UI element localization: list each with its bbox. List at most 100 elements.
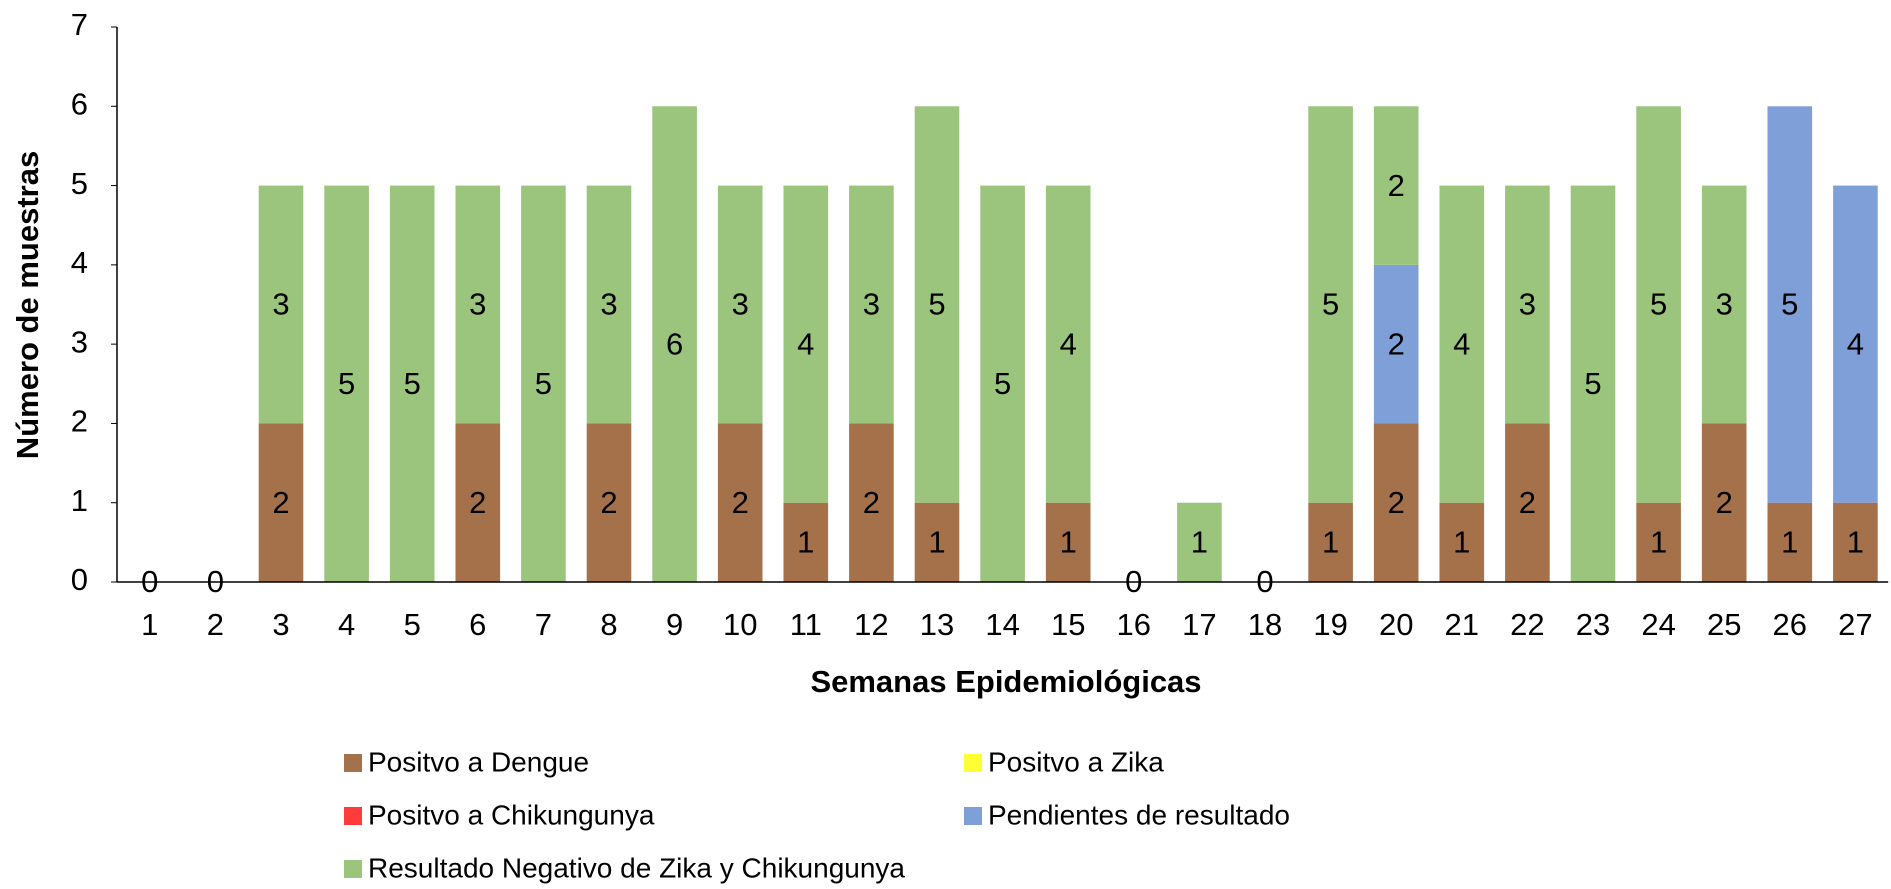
bar-segment xyxy=(586,423,632,582)
x-tick-label: 12 xyxy=(854,607,888,642)
bar-segment xyxy=(324,185,369,583)
data-label: 1 xyxy=(1650,525,1667,560)
bar-segment xyxy=(914,502,960,582)
bar-segment xyxy=(783,185,829,503)
data-label: 1 xyxy=(1060,525,1077,560)
legend: Positvo a Dengue Positvo a Zika Positvo a … xyxy=(344,746,1290,883)
data-label: 5 xyxy=(535,366,552,401)
data-label: 4 xyxy=(1847,326,1864,361)
bar-segment xyxy=(1045,502,1091,582)
data-label: 1 xyxy=(797,525,814,560)
y-tick-label: 7 xyxy=(71,7,88,42)
y-axis-title: Número de muestras xyxy=(10,151,45,459)
x-tick-label: 20 xyxy=(1379,607,1413,642)
bar-segment xyxy=(1505,423,1550,582)
bar-segment xyxy=(586,185,632,424)
bar-segment xyxy=(1767,106,1813,503)
data-label: 5 xyxy=(338,366,355,401)
bar-segment xyxy=(1505,185,1550,424)
data-label: 2 xyxy=(1388,326,1405,361)
data-label: 4 xyxy=(797,326,814,361)
x-tick-label: 19 xyxy=(1313,607,1347,642)
x-tick-label: 25 xyxy=(1707,607,1741,642)
x-tick-label: 4 xyxy=(338,607,355,642)
legend-label: Resultado Negativo de Zika y Chikungunya xyxy=(368,852,905,883)
x-tick-label: 7 xyxy=(535,607,552,642)
bar-segment xyxy=(1439,185,1485,503)
data-label: 5 xyxy=(1650,287,1667,322)
legend-swatch xyxy=(964,807,982,825)
y-tick-label: 1 xyxy=(71,483,88,518)
data-label: 2 xyxy=(1388,168,1405,203)
bar-segment xyxy=(389,185,435,583)
x-tick-label: 27 xyxy=(1838,607,1872,642)
legend-swatch xyxy=(964,754,982,772)
data-label: 2 xyxy=(469,485,486,520)
data-label: 3 xyxy=(469,287,486,322)
bar-segment xyxy=(1439,502,1485,582)
legend-label: Positvo a Chikungunya xyxy=(368,799,655,830)
data-label: 5 xyxy=(1322,287,1339,322)
x-tick-label: 6 xyxy=(469,607,486,642)
data-label: 3 xyxy=(732,287,749,322)
x-tick-label: 10 xyxy=(723,607,757,642)
data-label: 5 xyxy=(1584,366,1601,401)
data-label: 2 xyxy=(1716,485,1733,520)
bar-segment xyxy=(652,106,697,583)
x-axis-title: Semanas Epidemiológicas xyxy=(810,664,1201,699)
x-tick-label: 3 xyxy=(272,607,289,642)
legend-swatch xyxy=(344,754,362,772)
bar-segment xyxy=(1177,502,1222,582)
bar-segment xyxy=(258,185,304,424)
data-label: 2 xyxy=(732,485,749,520)
bar-segment xyxy=(783,502,829,582)
x-tick-label: 18 xyxy=(1248,607,1282,642)
data-label: 2 xyxy=(1519,485,1536,520)
bar-segment xyxy=(455,423,501,582)
data-label: 2 xyxy=(1388,485,1405,520)
bar-segment xyxy=(1701,423,1747,582)
bar-segment xyxy=(1308,106,1353,503)
data-label: 3 xyxy=(272,287,289,322)
data-label: 5 xyxy=(928,287,945,322)
data-label: 2 xyxy=(600,485,617,520)
data-label: 1 xyxy=(1781,525,1798,560)
legend-label: Pendientes de resultado xyxy=(988,799,1290,830)
x-tick-label: 14 xyxy=(985,607,1019,642)
data-label: 1 xyxy=(1453,525,1470,560)
bar-segment xyxy=(1833,502,1878,582)
x-tick-label: 2 xyxy=(207,607,224,642)
data-label: 4 xyxy=(1060,326,1077,361)
x-tick-label: 13 xyxy=(920,607,954,642)
x-tick-label: 22 xyxy=(1510,607,1544,642)
bar-segment xyxy=(1833,185,1878,503)
y-tick-label: 6 xyxy=(71,86,88,121)
y-tick-label: 5 xyxy=(71,166,88,201)
x-tick-label: 15 xyxy=(1051,607,1085,642)
bar-segment xyxy=(1767,502,1813,582)
bar-segment xyxy=(980,185,1025,583)
x-tick-label: 9 xyxy=(666,607,683,642)
bar-segment xyxy=(849,185,894,424)
x-tick-label: 1 xyxy=(141,607,158,642)
legend-label: Positvo a Zika xyxy=(988,746,1164,777)
bar-segment xyxy=(1636,106,1681,503)
bar-segment xyxy=(258,423,304,582)
bar-segment xyxy=(717,185,763,424)
data-label: 2 xyxy=(863,485,880,520)
bar-segment xyxy=(455,185,501,424)
data-label: 5 xyxy=(404,366,421,401)
bar-segment xyxy=(1373,106,1419,265)
x-tick-label: 23 xyxy=(1576,607,1610,642)
y-tick-label: 4 xyxy=(71,245,88,280)
x-tick-label: 17 xyxy=(1182,607,1216,642)
bar-segment xyxy=(1701,185,1747,424)
x-tick-label: 5 xyxy=(404,607,421,642)
x-tick-label: 24 xyxy=(1641,607,1675,642)
y-tick-label: 2 xyxy=(71,404,88,439)
bar-segment xyxy=(521,185,566,583)
data-label: 3 xyxy=(600,287,617,322)
data-label: 1 xyxy=(1322,525,1339,560)
data-label: 3 xyxy=(1519,287,1536,322)
legend-label: Positvo a Dengue xyxy=(368,746,589,777)
